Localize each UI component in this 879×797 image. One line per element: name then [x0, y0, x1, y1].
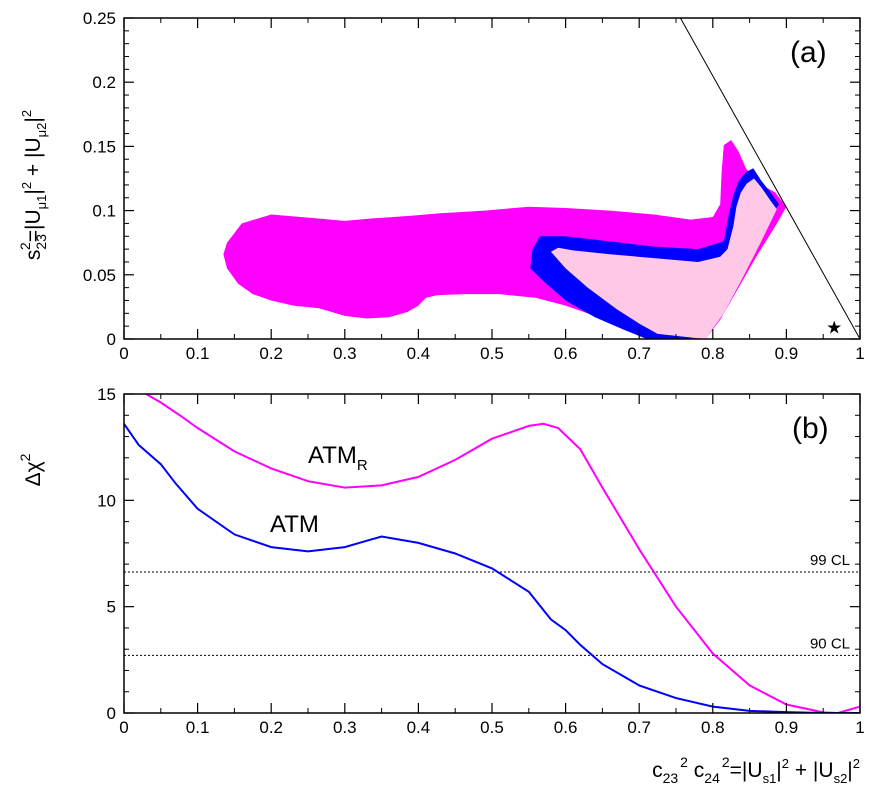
panel-a-x-tick-label: 0 — [119, 344, 128, 363]
panel-b-x-tick-label: 0 — [119, 718, 128, 737]
panel-b-frame — [123, 393, 861, 714]
panel-a-region-2 — [550, 178, 777, 339]
panel-a: ★ 0 0.1 0.2 0.3 0.4 0.5 0.6 0.7 0.8 0.9 1 0 0.05 0.1… — [17, 9, 865, 363]
panel-b-y-tick-label: 0 — [107, 704, 116, 723]
atm-r-series-label: ATMR — [308, 442, 368, 474]
panel-b-x-tick-label: 0.2 — [259, 718, 283, 737]
panel-a-label: (a) — [790, 36, 827, 69]
panel-b-x-tick-label: 0.9 — [775, 718, 799, 737]
series-line-0 — [145, 394, 860, 713]
panel-b-label: (b) — [792, 412, 829, 445]
panel-b-x-tick-label: 0.6 — [554, 718, 578, 737]
cl-label-0: 99 CL — [810, 552, 850, 569]
panel-b-cl-lines: 99 CL 90 CL — [124, 552, 860, 656]
panel-a-x-tick-label: 0.8 — [701, 344, 725, 363]
panel-b-y-tick-label: 5 — [107, 598, 116, 617]
panel-a-x-tick-label: 0.4 — [407, 344, 431, 363]
panel-a-y-tick-label: 0.05 — [83, 266, 116, 285]
panel-a-y-tick-label: 0.15 — [83, 137, 116, 156]
atm-series-label: ATM — [270, 511, 319, 538]
panel-a-y-tick-label: 0.1 — [92, 202, 116, 221]
panel-a-x-tick-label: 0.9 — [775, 344, 799, 363]
panel-a-x-tick-label: 0.3 — [333, 344, 357, 363]
panel-a-y-tick-label: 0.2 — [92, 73, 116, 92]
panel-a-y-axis-label: s232=|Uμ1|2 + |Uμ2|2 — [17, 110, 49, 260]
panel-b-y-tick-label: 15 — [97, 385, 116, 404]
panel-b-x-tick-label: 0.5 — [480, 718, 504, 737]
panel-a-regions — [223, 140, 787, 339]
panel-b-x-tick-label: 0.8 — [701, 718, 725, 737]
panel-b-y-tick-label: 10 — [97, 491, 116, 510]
panel-b-x-tick-label: 0.7 — [627, 718, 651, 737]
panel-b-x-tick-label: 0.3 — [333, 718, 357, 737]
series-line-1 — [124, 423, 860, 713]
panel-b-y-axis-label: Δχ2 — [17, 453, 45, 486]
panel-b-series — [124, 394, 860, 713]
panel-a-boundary-line — [679, 18, 860, 339]
panel-a-best-fit-marker: ★ — [826, 317, 842, 337]
panel-a-x-tick-label: 0.6 — [554, 344, 578, 363]
panel-b-y-ticks: 0 5 10 15 — [97, 385, 860, 723]
panel-a-x-tick-label: 1 — [855, 344, 864, 363]
panel-a-x-ticks: 0 0.1 0.2 0.3 0.4 0.5 0.6 0.7 0.8 0.9 1 — [119, 18, 865, 363]
panel-a-x-tick-label: 0.1 — [186, 344, 210, 363]
panel-b-x-tick-label: 0.4 — [407, 718, 431, 737]
panel-b-x-tick-label: 1 — [855, 718, 864, 737]
panel-a-x-tick-label: 0.2 — [259, 344, 283, 363]
panel-a-y-tick-label: 0.25 — [83, 9, 116, 28]
panel-a-y-tick-label: 0 — [107, 330, 116, 349]
panel-b: 99 CL 90 CL 0 0.1 0.2 0.3 0.4 0.5 0.6 0.7 0.8 0.9 1… — [17, 385, 865, 786]
panel-b-x-ticks: 0 0.1 0.2 0.3 0.4 0.5 0.6 0.7 0.8 0.9 1 — [119, 394, 865, 737]
panel-a-x-tick-label: 0.5 — [480, 344, 504, 363]
panel-b-x-tick-label: 0.1 — [186, 718, 210, 737]
panel-a-x-tick-label: 0.7 — [627, 344, 651, 363]
panel-a-y-ticks: 0 0.05 0.1 0.15 0.2 0.25 — [83, 9, 860, 349]
panel-b-x-axis-label: c232 c242=|Us1|2 + |Us2|2 — [652, 754, 860, 786]
cl-label-1: 90 CL — [810, 635, 850, 652]
